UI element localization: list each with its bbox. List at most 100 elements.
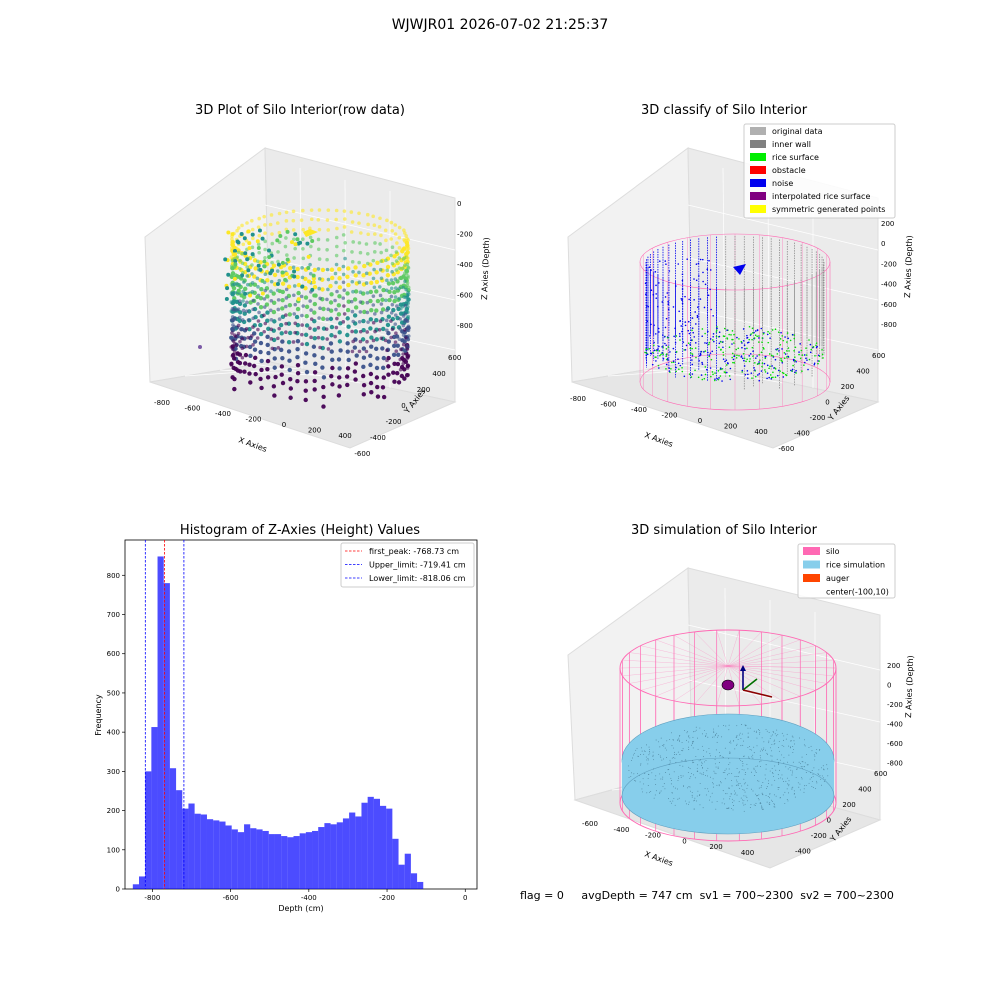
point [762,332,765,335]
point [350,349,355,354]
point [728,333,730,336]
point [361,373,366,379]
rice-point [640,754,642,756]
point [293,321,298,326]
point [793,337,796,340]
point [235,352,239,356]
point [361,318,366,324]
rice-point [690,772,692,774]
point [403,239,407,243]
rice-point [658,741,659,743]
rice-point [721,756,723,758]
point [286,284,292,289]
point [345,316,350,321]
point [654,333,657,335]
point [782,372,785,375]
point [308,235,313,240]
point [325,238,330,242]
rice-point [799,737,801,739]
point [753,337,756,339]
rice-point [655,739,657,741]
point [722,354,725,356]
rice-point [778,787,780,788]
rice-point [743,783,745,785]
rice-point [790,740,791,742]
y-tick-label: 700 [107,611,120,619]
point [336,303,342,308]
point [295,237,300,242]
point [689,343,691,346]
point [265,375,271,380]
rice-point [792,761,794,763]
point [758,354,760,356]
point [240,318,245,322]
point [352,297,358,302]
point [335,316,339,321]
point [700,350,702,353]
rice-point [800,763,802,765]
point [365,300,370,305]
rice-point [731,807,733,809]
histogram-bar [250,828,257,889]
rice-point [800,766,802,768]
point [292,256,296,260]
rice-point [761,785,763,787]
point [712,339,714,341]
point [695,279,698,282]
rice-point [767,753,768,755]
point [737,347,740,350]
point [263,231,267,235]
legend-swatch [750,192,766,200]
x-tick-label: -800 [570,395,586,403]
point [318,296,322,301]
point [756,363,759,365]
rice-point [773,739,775,741]
rice-point [661,744,663,746]
rice-point [675,753,677,755]
rice-point [775,795,777,797]
rice-point [754,805,756,807]
point [381,355,387,361]
point [735,357,738,359]
rice-point [817,774,819,776]
z-tick-label: -200 [881,260,897,268]
rice-point [633,773,635,775]
point [288,377,293,382]
point [283,277,288,282]
rice-point [670,780,672,781]
rice-point [774,804,776,806]
rice-point [733,800,735,802]
point [358,300,363,304]
point [265,358,271,364]
point [712,315,714,317]
rice-point [788,780,790,782]
rice-point [816,749,818,751]
rice-point [751,756,753,758]
point [799,343,801,345]
x-tick-label: 0 [698,417,702,425]
point [276,259,280,264]
point [280,270,285,275]
point [675,366,677,369]
point [236,288,241,293]
point [256,302,260,306]
point [733,355,735,358]
x-tick-label: 200 [709,843,722,851]
x-tick-label: 400 [754,428,767,436]
silo-roof-line [727,645,816,667]
point [749,358,751,360]
point [258,322,263,328]
point [405,281,410,285]
point [708,259,710,262]
rice-point [769,793,771,794]
point [270,346,275,351]
point [373,241,377,245]
classify-point-cloud [639,233,831,411]
point [378,267,383,272]
point [681,366,683,369]
point [245,257,250,262]
point [312,327,317,332]
rice-point [654,794,656,796]
rice-point [736,781,738,783]
point [369,335,374,340]
